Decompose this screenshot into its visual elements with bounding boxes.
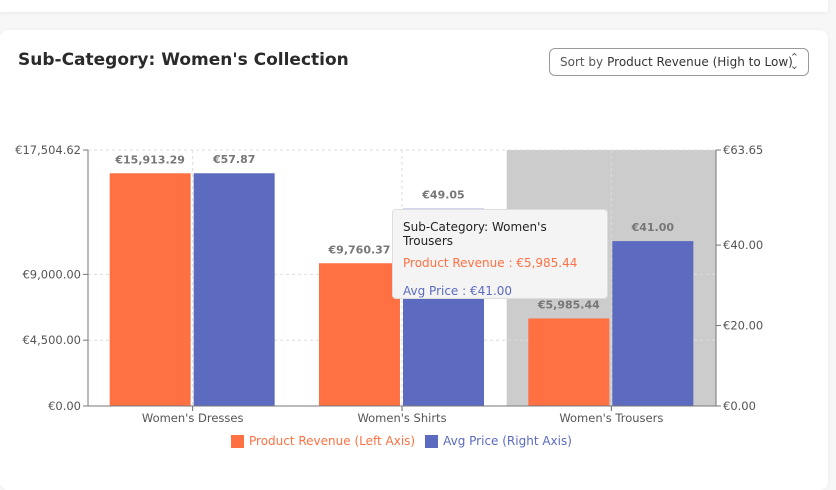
left-tick-label: €9,000.00 (22, 267, 81, 281)
top-strip (0, 0, 828, 12)
data-label: €49.05 (421, 189, 464, 202)
right-tick-label: €40.00 (723, 238, 763, 252)
chart-title: Sub-Category: Women's Collection (18, 50, 349, 70)
tooltip-revenue: Product Revenue : €5,985.44 (403, 256, 578, 270)
right-tick-label: €63.65 (723, 143, 763, 157)
bar-price (612, 241, 694, 406)
chart-legend: Product Revenue (Left Axis) Avg Price (R… (231, 434, 572, 448)
x-tick-label: Women's Trousers (559, 411, 663, 425)
x-tick-label: Women's Shirts (357, 411, 446, 425)
bar-revenue (528, 318, 610, 406)
data-label: €41.00 (631, 221, 675, 234)
left-tick-label: €0.00 (48, 399, 81, 413)
sort-prefix: Sort by (560, 55, 604, 69)
chart-tooltip: Sub-Category: Women's Trousers Product R… (392, 209, 608, 299)
tooltip-title: Sub-Category: Women's Trousers (403, 220, 547, 248)
data-label: €5,985.44 (537, 298, 600, 311)
bar-revenue (109, 173, 191, 406)
legend-swatch (231, 434, 244, 448)
right-tick-label: €0.00 (723, 399, 756, 413)
legend-item-revenue[interactable]: Product Revenue (Left Axis) (231, 434, 415, 448)
tooltip-price: Avg Price : €41.00 (403, 284, 512, 298)
left-tick-label: €17,504.62 (15, 143, 81, 157)
left-tick-label: €4,500.00 (22, 333, 81, 347)
legend-item-price[interactable]: Avg Price (Right Axis) (425, 434, 572, 448)
sort-value: Product Revenue (High to Low) (607, 55, 793, 69)
data-label: €57.87 (212, 153, 255, 166)
bar-revenue (319, 263, 400, 406)
x-tick-label: Women's Dresses (142, 411, 244, 425)
data-label: €15,913.29 (114, 153, 185, 166)
sort-dropdown[interactable]: Sort by Product Revenue (High to Low) ⌃ ⌄ (549, 48, 809, 76)
right-tick-label: €20.00 (723, 319, 763, 333)
bar-price (193, 173, 275, 406)
chevron-up-down-icon: ⌃ ⌄ (789, 51, 799, 72)
legend-label: Product Revenue (Left Axis) (249, 434, 416, 448)
data-label: €9,760.37 (328, 243, 391, 256)
legend-label: Avg Price (Right Axis) (443, 434, 572, 448)
legend-swatch (425, 434, 439, 448)
